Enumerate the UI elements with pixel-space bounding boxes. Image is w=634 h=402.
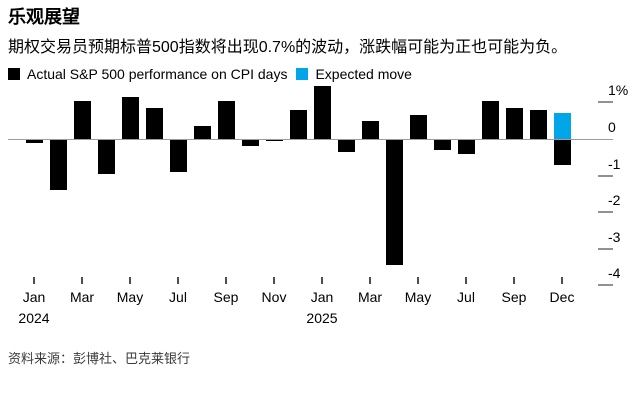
y-axis-label--4: -4	[608, 265, 621, 282]
cpi-day-bar-chart: 1% 0 -1 -2 -3 -4 Jan 2024 Mar May Jul Sep Nov Jan 2025…	[8, 81, 629, 331]
legend-label-actual: Actual S&P 500 performance on CPI days	[27, 66, 288, 82]
x-axis-label-jul: Jul	[169, 289, 187, 305]
x-axis-tick-jan	[33, 277, 35, 284]
bar-actual-jul-2024	[169, 139, 187, 172]
bar-actual-jan-2025	[313, 85, 331, 139]
legend-swatch-expected-icon	[296, 68, 309, 80]
zero-axis-line	[8, 138, 613, 140]
source-note: 资料来源：彭博社、巴克莱银行	[8, 351, 191, 366]
x-axis-tick-jul	[465, 277, 467, 284]
x-axis-label-dec: Dec	[549, 289, 575, 305]
x-axis-tick-mar	[81, 277, 83, 284]
x-axis-tick-may	[129, 277, 131, 284]
y-axis-tick--4	[598, 284, 613, 287]
legend-swatch-actual-icon	[8, 68, 20, 80]
x-axis-year-label-2024: 2024	[18, 310, 50, 326]
bar-actual-apr-2024	[97, 139, 115, 174]
y-axis-tick-1%	[598, 101, 613, 104]
bar-actual-oct-2024	[241, 139, 259, 147]
x-axis-tick-mar	[369, 277, 371, 284]
bar-actual-may-2025	[409, 115, 427, 139]
bar-actual-mar-2025	[361, 120, 379, 139]
x-axis-label-mar: Mar	[357, 289, 383, 305]
bar-actual-apr-2025	[385, 139, 403, 266]
x-axis-label-jan: Jan	[310, 289, 334, 305]
x-axis-label-jul: Jul	[457, 289, 475, 305]
bar-actual-aug-2024	[193, 126, 211, 139]
bar-actual-mar-2024	[73, 100, 91, 139]
page-title: 乐观展望	[8, 7, 80, 27]
y-axis-label-0: 0	[608, 119, 616, 135]
y-axis-label-1%: 1%	[608, 82, 629, 99]
y-axis-tick--2	[598, 211, 613, 214]
bar-actual-feb-2024	[49, 139, 67, 191]
x-axis-label-sep: Sep	[501, 289, 527, 305]
x-axis-year-label-2025: 2025	[306, 310, 338, 326]
bar-actual-jun-2025	[433, 139, 451, 150]
x-axis-tick-nov	[273, 277, 275, 284]
article-chart-card: 乐观展望 期权交易员预期标普500指数将出现0.7%的波动，涨跌幅可能为正也可能…	[8, 7, 629, 366]
bar-expected-dec-2025	[553, 113, 571, 139]
bar-actual-jun-2024	[145, 107, 163, 139]
y-axis-tick--3	[598, 247, 613, 250]
bar-actual-sep-2024	[217, 100, 235, 139]
bar-actual-dec-2024	[289, 109, 307, 139]
chart-legend: Actual S&P 500 performance on CPI days E…	[8, 67, 626, 81]
chart-subtitle: 期权交易员预期标普500指数将出现0.7%的波动，涨跌幅可能为正也可能为负。	[8, 39, 568, 56]
legend-item-expected: Expected move	[296, 67, 412, 81]
x-axis-tick-jul	[177, 277, 179, 284]
bar-actual-jan-2024	[25, 139, 43, 143]
x-axis-tick-sep	[513, 277, 515, 284]
bar-actual-aug-2025	[481, 100, 499, 139]
x-axis-label-may: May	[116, 289, 144, 305]
bar-actual-feb-2025	[337, 139, 355, 152]
bar-actual-may-2024	[121, 96, 139, 139]
x-axis-label-nov: Nov	[261, 289, 287, 305]
bar-actual-sep-2025	[505, 107, 523, 139]
x-axis-tick-jan	[321, 277, 323, 284]
x-axis-label-jan: Jan	[22, 289, 46, 305]
x-axis-tick-dec	[561, 277, 563, 284]
x-axis-label-sep: Sep	[213, 289, 239, 305]
y-axis-label--3: -3	[608, 228, 621, 245]
x-axis-tick-may	[417, 277, 419, 284]
x-axis-label-mar: Mar	[69, 289, 95, 305]
y-axis-label--2: -2	[608, 192, 621, 209]
y-axis-label--1: -1	[608, 155, 621, 172]
y-axis-tick--1	[598, 174, 613, 177]
x-axis-tick-sep	[225, 277, 227, 284]
bar-actual-jul-2025	[457, 139, 475, 154]
bar-actual-oct-2025	[529, 109, 547, 139]
x-axis-label-may: May	[404, 289, 432, 305]
legend-item-actual: Actual S&P 500 performance on CPI days	[8, 67, 287, 81]
legend-label-expected: Expected move	[315, 66, 412, 82]
bar-expected_downside-dec-2025	[553, 139, 571, 165]
